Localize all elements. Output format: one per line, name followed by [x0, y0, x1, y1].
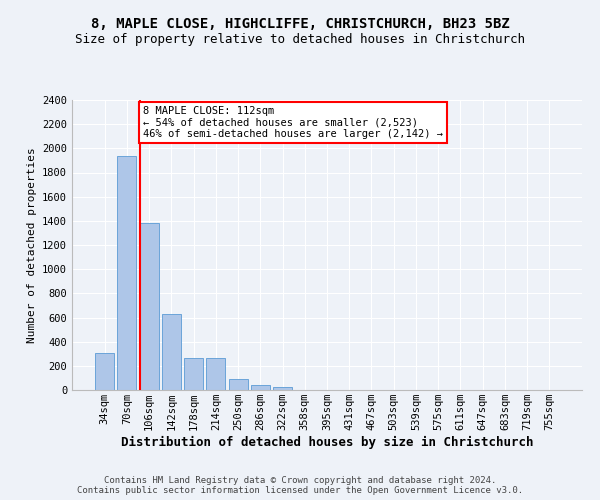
- Bar: [162, 314, 181, 390]
- Bar: [118, 156, 136, 390]
- Text: 8, MAPLE CLOSE, HIGHCLIFFE, CHRISTCHURCH, BH23 5BZ: 8, MAPLE CLOSE, HIGHCLIFFE, CHRISTCHURCH…: [91, 18, 509, 32]
- Bar: [273, 387, 292, 390]
- Bar: [229, 378, 248, 390]
- Bar: [184, 358, 203, 390]
- Bar: [206, 358, 225, 390]
- Text: Size of property relative to detached houses in Christchurch: Size of property relative to detached ho…: [75, 32, 525, 46]
- Bar: [95, 352, 114, 390]
- X-axis label: Distribution of detached houses by size in Christchurch: Distribution of detached houses by size …: [121, 436, 533, 449]
- Text: 8 MAPLE CLOSE: 112sqm
← 54% of detached houses are smaller (2,523)
46% of semi-d: 8 MAPLE CLOSE: 112sqm ← 54% of detached …: [143, 106, 443, 139]
- Text: Contains HM Land Registry data © Crown copyright and database right 2024.
Contai: Contains HM Land Registry data © Crown c…: [77, 476, 523, 495]
- Y-axis label: Number of detached properties: Number of detached properties: [26, 147, 37, 343]
- Bar: [140, 223, 158, 390]
- Bar: [251, 385, 270, 390]
